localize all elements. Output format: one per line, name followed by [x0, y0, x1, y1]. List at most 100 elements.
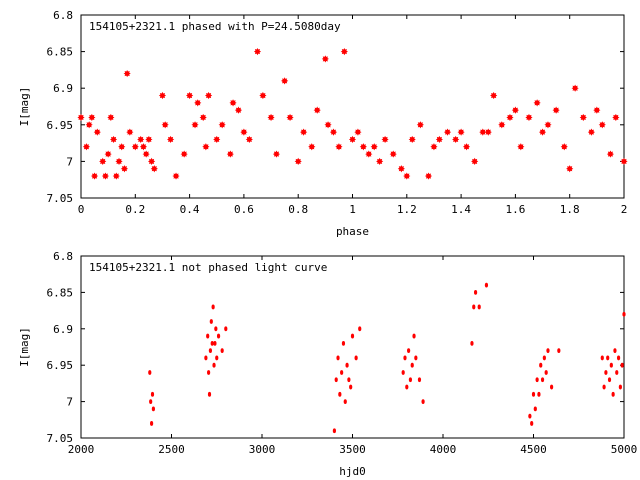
- data-point: [349, 384, 353, 390]
- x-tick-label: 2: [621, 203, 628, 216]
- data-point: [424, 172, 433, 180]
- data-point: [186, 91, 194, 100]
- data-point: [229, 99, 237, 107]
- data-points: [77, 48, 628, 180]
- data-point: [150, 391, 155, 397]
- data-point: [286, 113, 294, 122]
- data-point: [211, 304, 215, 310]
- data-point: [340, 370, 344, 375]
- data-point: [470, 340, 474, 346]
- data-point: [332, 428, 336, 434]
- data-point: [348, 135, 357, 144]
- data-point: [435, 135, 443, 144]
- data-point: [417, 377, 422, 383]
- data-point: [533, 99, 541, 107]
- data-point: [602, 384, 606, 390]
- x-tick-label: 0.8: [288, 203, 308, 216]
- x-tick-label: 5000: [611, 443, 638, 456]
- data-point: [85, 121, 93, 129]
- data-point: [206, 333, 210, 339]
- data-point: [234, 106, 243, 114]
- data-point: [172, 172, 180, 180]
- data-point: [350, 333, 355, 339]
- data-point: [408, 135, 416, 144]
- data-point: [218, 121, 226, 129]
- data-point: [208, 348, 213, 354]
- data-point: [137, 135, 145, 144]
- data-point: [82, 143, 91, 151]
- data-point: [158, 91, 167, 100]
- data-point: [212, 362, 216, 368]
- data-point: [220, 348, 224, 354]
- data-point: [546, 348, 550, 354]
- data-point: [365, 150, 373, 158]
- data-point: [240, 128, 248, 136]
- chart-title: 154105+2321.1 phased with P=24.5080day: [89, 20, 341, 33]
- data-point: [410, 362, 414, 368]
- y-axis-label: I[mag]: [18, 87, 31, 127]
- data-point: [204, 355, 208, 361]
- data-point: [215, 355, 219, 361]
- data-point: [606, 355, 610, 361]
- y-tick-label: 6.8: [53, 250, 73, 263]
- data-point: [490, 91, 498, 100]
- data-point: [600, 355, 604, 361]
- data-point: [401, 370, 405, 375]
- data-point: [259, 91, 267, 100]
- data-point: [126, 128, 134, 136]
- x-tick-label: 3500: [339, 443, 366, 456]
- plot-frame: [80, 14, 625, 199]
- data-point: [421, 399, 425, 404]
- data-point: [370, 143, 378, 151]
- data-point: [538, 128, 547, 136]
- data-point: [462, 143, 471, 151]
- data-point: [336, 355, 340, 361]
- data-point: [93, 128, 101, 136]
- chart-title: 154105+2321.1 not phased light curve: [89, 261, 327, 274]
- data-point: [531, 391, 536, 397]
- data-point: [145, 135, 153, 144]
- data-point: [566, 165, 574, 173]
- data-point: [484, 128, 492, 136]
- data-point: [403, 355, 407, 361]
- chart-raw: 2000 2500 3000 3500 4000 4500 5000 6.8 6.85 6.9 6.…: [18, 250, 637, 478]
- data-point: [180, 150, 188, 158]
- data-point: [471, 157, 479, 165]
- data-point: [161, 121, 169, 129]
- plot-frame: [80, 255, 625, 439]
- data-point: [405, 384, 409, 390]
- data-point: [479, 128, 487, 136]
- data-point: [604, 370, 608, 375]
- data-point: [408, 377, 413, 383]
- x-tick-label: 2500: [158, 443, 185, 456]
- x-tick-label: 1.2: [397, 203, 417, 216]
- data-point: [472, 304, 476, 310]
- x-tick-label: 0: [78, 203, 85, 216]
- data-point: [272, 150, 281, 158]
- data-point: [412, 333, 416, 339]
- data-point: [618, 384, 622, 390]
- x-tick-label: 0.4: [180, 203, 200, 216]
- data-point: [115, 157, 123, 165]
- x-tick-label: 1.8: [560, 203, 580, 216]
- y-axis-label: I[mag]: [18, 327, 31, 367]
- x-tick-label: 1.4: [451, 203, 471, 216]
- data-point: [109, 135, 118, 144]
- data-point: [281, 77, 289, 85]
- data-point: [612, 113, 620, 122]
- data-point: [389, 150, 397, 158]
- y-tick-label: 6.95: [47, 119, 74, 132]
- data-point: [104, 150, 112, 158]
- data-point: [213, 135, 221, 144]
- data-point: [407, 348, 411, 354]
- y-tick-label: 6.9: [53, 323, 73, 336]
- y-tick-label: 7.05: [47, 192, 74, 205]
- data-point: [557, 348, 561, 354]
- data-point: [571, 84, 579, 92]
- data-point: [148, 370, 152, 375]
- y-tick-label: 6.85: [47, 46, 74, 59]
- data-point: [224, 326, 228, 332]
- data-points: [148, 282, 626, 434]
- data-point: [267, 113, 275, 122]
- data-point: [542, 355, 546, 361]
